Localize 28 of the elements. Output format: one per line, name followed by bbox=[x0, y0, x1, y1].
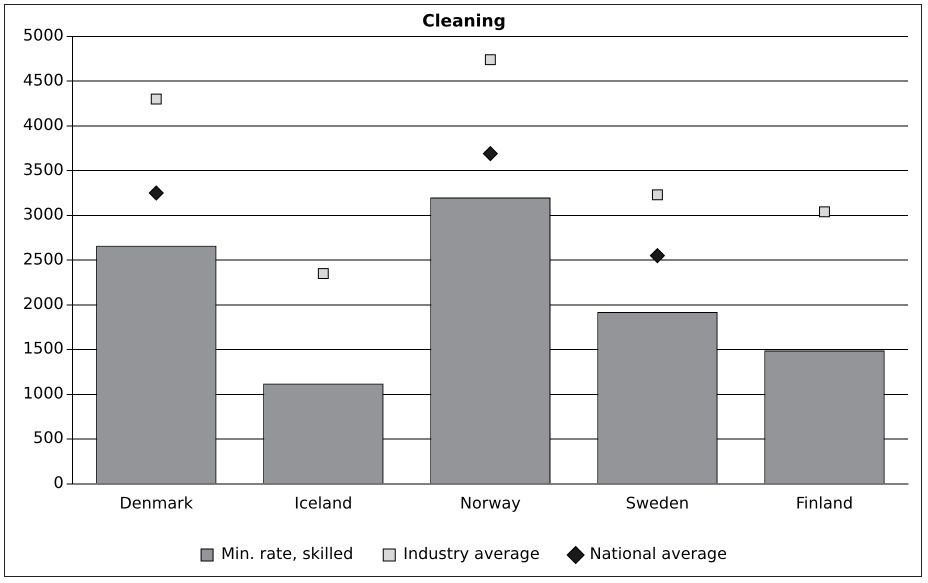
point bbox=[482, 146, 498, 162]
x-tick-label: Norway bbox=[460, 494, 521, 513]
y-tick-label: 4000 bbox=[23, 115, 64, 134]
x-tick-label: Denmark bbox=[119, 494, 194, 513]
point bbox=[148, 185, 164, 200]
point bbox=[652, 189, 663, 200]
point bbox=[819, 206, 830, 218]
y-tick-label: 2000 bbox=[23, 294, 64, 313]
y-tick-label: 500 bbox=[33, 428, 64, 448]
x-tick-label: Iceland bbox=[294, 494, 352, 513]
y-tick-label: 2500 bbox=[23, 249, 64, 268]
y-tick-label: 0 bbox=[54, 472, 64, 492]
y-tick-label: 4500 bbox=[23, 70, 64, 90]
point bbox=[150, 94, 162, 104]
y-tick-label: 1500 bbox=[23, 338, 64, 358]
x-tick-label: Sweden bbox=[626, 494, 690, 513]
x-tick-label: Finland bbox=[796, 494, 854, 513]
legend-label: Industry average bbox=[403, 544, 540, 564]
y-tick-label: 3500 bbox=[23, 160, 64, 179]
legend-label: National average bbox=[590, 544, 727, 564]
y-tick-label: 1000 bbox=[23, 383, 64, 402]
point bbox=[318, 268, 329, 279]
legend-label: Min. rate, skilled bbox=[221, 544, 354, 564]
point bbox=[650, 248, 665, 264]
chart-title: Cleaning bbox=[422, 12, 506, 32]
y-tick-label: 3000 bbox=[23, 204, 64, 224]
point bbox=[484, 54, 496, 66]
y-tick-label: 5000 bbox=[23, 26, 64, 45]
